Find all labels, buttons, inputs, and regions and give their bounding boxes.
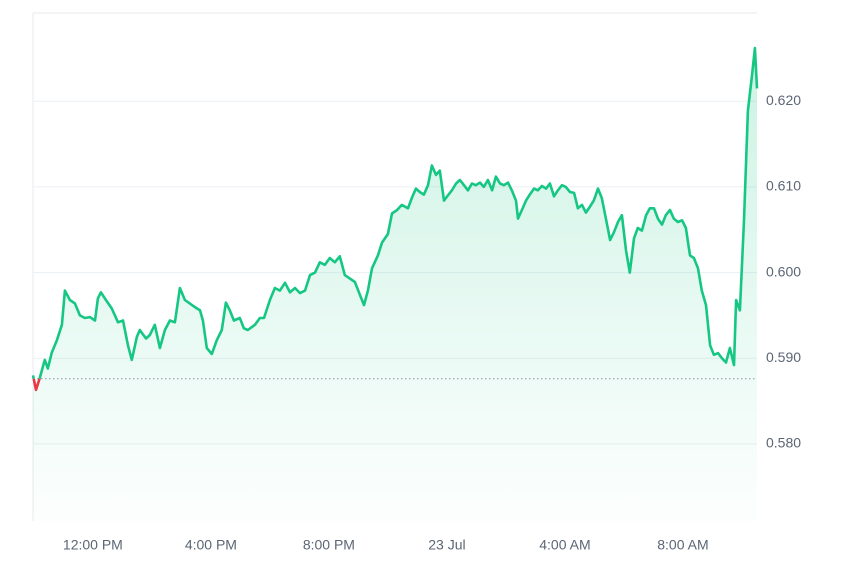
x-tick-label: 4:00 PM (185, 537, 237, 553)
y-tick-label: 0.610 (766, 178, 801, 194)
x-tick-label: 4:00 AM (539, 537, 590, 553)
y-tick-label: 0.580 (766, 435, 801, 451)
x-tick-label: 12:00 PM (63, 537, 123, 553)
y-tick-label: 0.620 (766, 92, 801, 108)
x-tick-label: 23 Jul (428, 537, 465, 553)
x-tick-label: 8:00 PM (303, 537, 355, 553)
price-line (31, 46, 759, 379)
x-tick-label: 8:00 AM (657, 537, 708, 553)
y-tick-label: 0.600 (766, 263, 801, 279)
area-fill (33, 48, 757, 521)
y-tick-label: 0.590 (766, 349, 801, 365)
